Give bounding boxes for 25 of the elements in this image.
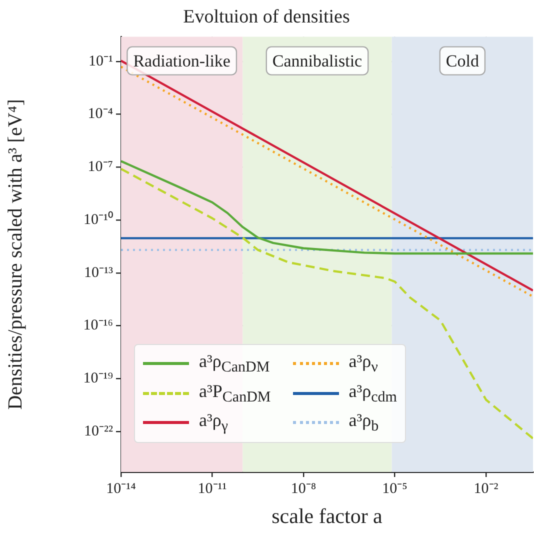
legend-label: a³ρ$_{CanDM}$ xyxy=(199,351,270,377)
band-label: Cold xyxy=(446,51,480,70)
legend-label: a³ρ$_{γ}$ xyxy=(199,410,228,436)
x-tick-label: 10⁻⁵ xyxy=(382,480,408,497)
y-axis-title: Densities/pressure scaled with a³ [eV⁴] xyxy=(4,99,26,410)
chart-title: Evoltuion of densities xyxy=(183,6,350,28)
y-tick-label: 10⁻¹⁶ xyxy=(83,318,113,334)
y-tick-label: 10⁻¹⁹ xyxy=(83,370,113,387)
x-tick-label: 10⁻⁸ xyxy=(290,480,316,497)
legend-label: a³ρ$_{cdm}$ xyxy=(348,380,397,406)
y-tick-label: 10⁻²² xyxy=(84,423,114,440)
y-tick-label: 10⁻¹ xyxy=(88,53,113,70)
y-tick-label: 10⁻⁷ xyxy=(88,159,113,176)
x-tick-label: 10⁻¹¹ xyxy=(198,480,227,497)
band-label: Radiation-like xyxy=(133,51,230,70)
legend-label: a³P$_{CanDM}$ xyxy=(199,380,271,406)
legend-label: a³ρ$_{b}$ xyxy=(348,410,379,436)
legend-label: a³ρ$_{ν}$ xyxy=(348,351,378,377)
x-tick-label: 10⁻¹⁴ xyxy=(106,480,136,497)
x-tick-label: 10⁻² xyxy=(474,480,499,497)
band-label: Cannibalistic xyxy=(272,51,363,70)
x-axis-title: scale factor a xyxy=(272,504,384,528)
y-tick-label: 10⁻⁴ xyxy=(88,106,113,122)
y-tick-label: 10⁻¹⁰ xyxy=(84,210,113,228)
y-tick-label: 10⁻¹³ xyxy=(84,264,114,281)
